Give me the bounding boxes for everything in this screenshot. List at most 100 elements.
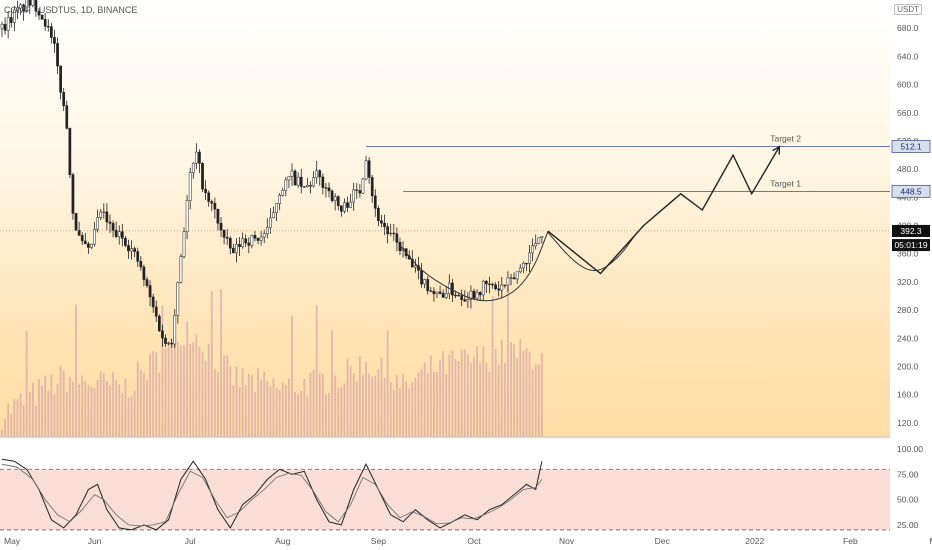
candle-body [469, 290, 473, 300]
volume-bar [343, 383, 346, 437]
candle-body [136, 251, 140, 262]
price-tick-label: 320.0 [897, 277, 919, 287]
candle-body [99, 211, 103, 218]
candle-body [93, 229, 96, 245]
volume-bar [466, 354, 469, 437]
volume-bar [25, 330, 28, 437]
candle-body [34, 0, 38, 12]
candle-body [309, 185, 312, 187]
volume-bar [146, 379, 148, 437]
volume-bar [192, 342, 195, 437]
candle-body [170, 342, 174, 345]
candle-body [195, 151, 198, 164]
volume-bar [198, 346, 201, 437]
candle-body [494, 284, 497, 290]
x-tick-label: Mar [929, 536, 932, 546]
volume-bar [263, 371, 266, 437]
candle-body [176, 282, 180, 316]
candle-body [333, 196, 337, 201]
candle-body [191, 163, 195, 173]
candle-body [426, 279, 430, 292]
price-badge-bg [892, 224, 930, 237]
candle-body [16, 7, 19, 11]
candle-body [506, 277, 510, 286]
volume-bar [78, 384, 81, 437]
volume-bar [217, 371, 219, 437]
volume-bar [115, 380, 118, 437]
volume-bar [405, 380, 408, 437]
volume-bar [47, 390, 50, 437]
volume-bar [291, 315, 293, 437]
volume-bar [180, 345, 182, 437]
oscillator-tick-label: 100.00 [897, 444, 923, 454]
candle-body [534, 243, 538, 246]
x-tick-label: Jul [185, 536, 196, 546]
volume-bar [204, 360, 207, 437]
candle-body [281, 190, 285, 196]
volume-bar [278, 389, 281, 437]
candle-body [484, 280, 488, 285]
volume-bar [346, 358, 349, 437]
candle-body [111, 223, 115, 231]
candle-body [43, 19, 47, 27]
candle-body [198, 151, 201, 164]
candle-body [83, 240, 87, 245]
candle-body [207, 192, 211, 202]
projection-arrow-head [772, 145, 781, 155]
candle-body [228, 237, 232, 249]
volume-bar [300, 390, 303, 437]
candle-body [540, 236, 544, 238]
candle-body [444, 293, 448, 298]
candle-body [74, 213, 78, 231]
volume-bar [207, 343, 210, 437]
volume-bar [309, 372, 312, 437]
volume-bar [519, 339, 522, 437]
candle-body [250, 235, 254, 246]
volume-bar [297, 394, 300, 437]
oscillator-tick-label: 50.00 [897, 495, 919, 505]
x-tick-label: Dec [655, 536, 671, 546]
volume-bar [96, 379, 99, 437]
volume-bar [155, 352, 158, 437]
volume-bar [433, 371, 435, 437]
candle-body [343, 202, 346, 212]
candle-body [80, 235, 84, 242]
volume-bar [528, 351, 531, 437]
volume-bar [537, 364, 540, 437]
x-tick-label: May [4, 536, 21, 546]
candle-body [321, 176, 325, 188]
volume-bar [482, 345, 485, 437]
volume-bar [105, 380, 108, 437]
volume-bar [414, 377, 417, 437]
candle-body [244, 238, 248, 244]
price-badge-bg [891, 140, 931, 153]
volume-bar [306, 396, 309, 437]
candle-body [306, 185, 309, 187]
volume-bar [220, 289, 222, 437]
volume-bar [93, 388, 96, 437]
candle-body [355, 189, 359, 191]
volume-bar [491, 296, 494, 437]
candle-body [213, 202, 217, 210]
candle-body [9, 17, 13, 23]
x-tick-label: Jun [88, 536, 102, 546]
candle-body [56, 43, 59, 67]
x-tick-label: Oct [467, 536, 481, 546]
candle-body [133, 248, 137, 252]
candle-body [173, 315, 177, 345]
volume-bar [362, 374, 364, 437]
volume-bar [210, 291, 213, 437]
volume-bar [235, 366, 238, 437]
candle-body [216, 208, 220, 224]
volume-bar [423, 362, 426, 437]
candle-body [478, 292, 482, 296]
candle-body [373, 195, 377, 209]
candle-body [53, 37, 56, 44]
oscillator-line-k [1, 458, 543, 531]
unit-badge[interactable]: USDT [894, 4, 922, 15]
volume-bar [417, 372, 420, 437]
volume-bar [62, 370, 65, 437]
candle-body [62, 92, 66, 106]
candle-body [330, 190, 334, 201]
volume-bar [244, 385, 247, 437]
